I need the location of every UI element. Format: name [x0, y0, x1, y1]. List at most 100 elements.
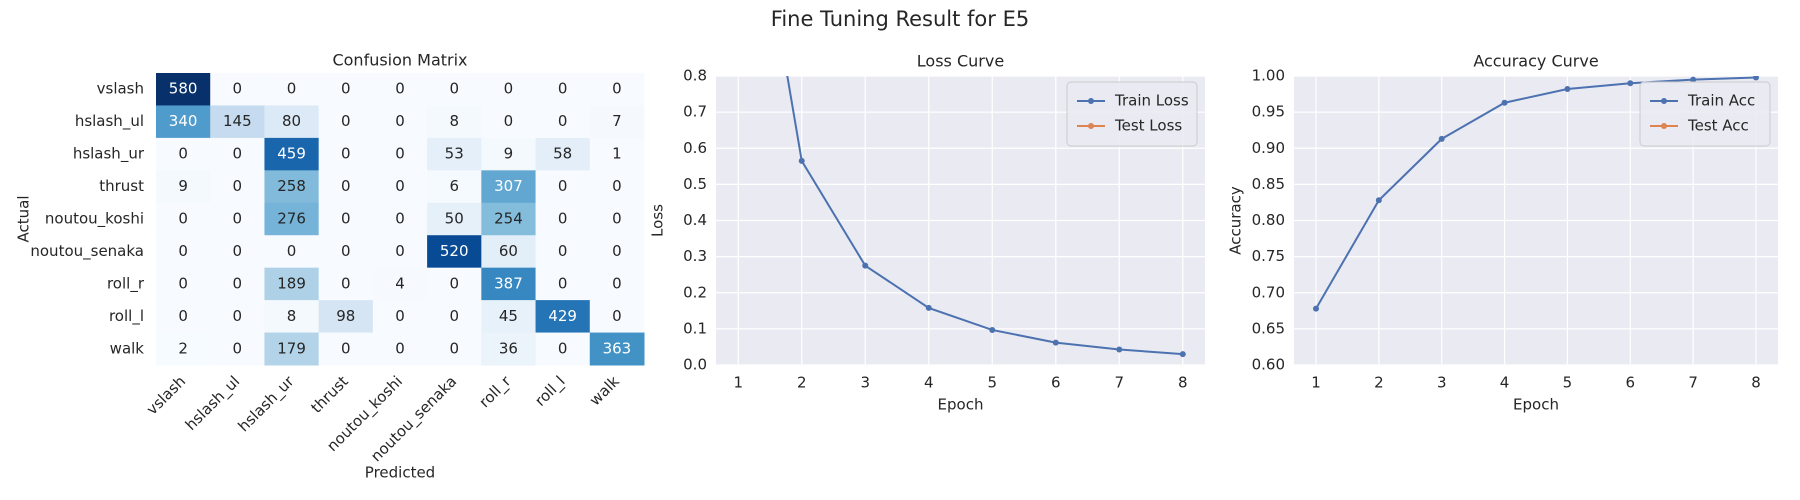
cell — [535, 235, 591, 269]
y-tick-label: 0.5 — [683, 175, 707, 193]
cell — [481, 73, 537, 106]
cell-label: 0 — [449, 274, 459, 292]
cell-label: 80 — [282, 112, 301, 130]
y-tick-label: 0.1 — [683, 319, 707, 337]
cell-label: 145 — [223, 112, 252, 130]
x-tick-label: 3 — [860, 374, 870, 392]
cell-label: 459 — [277, 145, 306, 163]
cell — [264, 105, 320, 139]
cell — [264, 332, 320, 366]
y-tick-label: 0.80 — [1252, 211, 1285, 229]
x-tick-label: 5 — [1563, 374, 1573, 392]
cell-label: 0 — [233, 80, 243, 98]
x-tick-label: 2 — [1374, 374, 1384, 392]
y-tick-label: 0.85 — [1252, 175, 1285, 193]
y-tick-label: 1.00 — [1252, 67, 1285, 85]
cell-label: 36 — [499, 339, 518, 357]
cell-label: 0 — [558, 80, 568, 98]
cell — [481, 202, 537, 236]
cell — [372, 300, 428, 334]
cell — [210, 73, 265, 106]
line — [786, 76, 1183, 356]
cell-label: 1 — [612, 145, 622, 163]
y-tick-label: 0.65 — [1252, 319, 1285, 337]
cell — [535, 73, 591, 106]
y-tick-label: 0.75 — [1252, 247, 1285, 265]
cell-label: 6 — [449, 177, 459, 195]
y-tick-label: 0.0 — [683, 356, 707, 374]
cell-label: 0 — [178, 210, 188, 228]
cell — [156, 235, 211, 269]
cell — [210, 300, 265, 334]
marker — [925, 304, 932, 311]
cell — [589, 170, 645, 204]
cell-label: 520 — [440, 242, 469, 260]
x-tick-label: 2 — [797, 374, 807, 392]
marker — [1116, 346, 1123, 353]
cell — [156, 332, 211, 366]
cell — [156, 267, 211, 301]
cell-label: 0 — [612, 242, 622, 260]
cell — [210, 137, 265, 171]
legend-label: Test Loss — [1114, 117, 1182, 135]
cell-label: 53 — [445, 145, 464, 163]
y-tick-label: hslash_ur — [73, 145, 145, 164]
cell — [481, 300, 537, 334]
cell — [318, 267, 374, 301]
cell-label: 276 — [277, 210, 306, 228]
marker — [1690, 76, 1697, 83]
cell-label: 580 — [169, 80, 198, 98]
y-tick-label: 0.6 — [683, 139, 707, 157]
cell — [156, 300, 211, 334]
marker — [1564, 86, 1571, 93]
cell-label: 0 — [395, 307, 405, 325]
x-tick-label: 6 — [1626, 374, 1636, 392]
cell — [535, 267, 591, 301]
cell — [427, 300, 482, 334]
cell-label: 258 — [277, 177, 306, 195]
cell — [264, 170, 320, 204]
y-axis-label: Accuracy — [1227, 186, 1245, 255]
y-tick-label: vslash — [97, 80, 144, 98]
cell — [589, 235, 645, 269]
cell — [210, 332, 265, 366]
legend-marker — [1088, 123, 1094, 129]
x-tick-label: 4 — [924, 374, 934, 392]
cell — [318, 170, 374, 204]
x-tick-label: hslash_ul — [182, 372, 244, 434]
cell — [481, 332, 537, 366]
cell-label: 0 — [558, 112, 568, 130]
cell-label: 0 — [341, 177, 351, 195]
cell-label: 4 — [395, 274, 405, 292]
legend-marker — [1661, 123, 1667, 129]
cell-label: 0 — [178, 242, 188, 260]
cell — [318, 332, 374, 366]
cell-label: 0 — [558, 274, 568, 292]
cell-label: 58 — [553, 145, 572, 163]
cell — [589, 332, 645, 366]
cell-label: 0 — [233, 210, 243, 228]
x-tick-label: thrust — [307, 372, 351, 416]
cell — [427, 235, 482, 269]
x-axis-label: Epoch — [1513, 396, 1559, 414]
cell-label: 0 — [612, 177, 622, 195]
cell — [264, 73, 320, 106]
marker — [1627, 80, 1634, 87]
plot-area — [786, 76, 1186, 358]
cell — [156, 73, 211, 106]
cell-label: 0 — [449, 307, 459, 325]
y-tick-label: hslash_ul — [75, 112, 144, 131]
cell-label: 0 — [558, 242, 568, 260]
cell — [427, 170, 482, 204]
cell-label: 7 — [612, 112, 622, 130]
cell-label: 45 — [499, 307, 518, 325]
cell — [589, 73, 645, 106]
cell-label: 50 — [445, 210, 464, 228]
cell — [481, 170, 537, 204]
cell — [210, 105, 265, 139]
cell — [372, 73, 428, 106]
y-tick-label: 0.95 — [1252, 103, 1285, 121]
cell — [535, 300, 591, 334]
y-tick-label: 0.7 — [683, 103, 707, 121]
cell — [427, 202, 482, 236]
